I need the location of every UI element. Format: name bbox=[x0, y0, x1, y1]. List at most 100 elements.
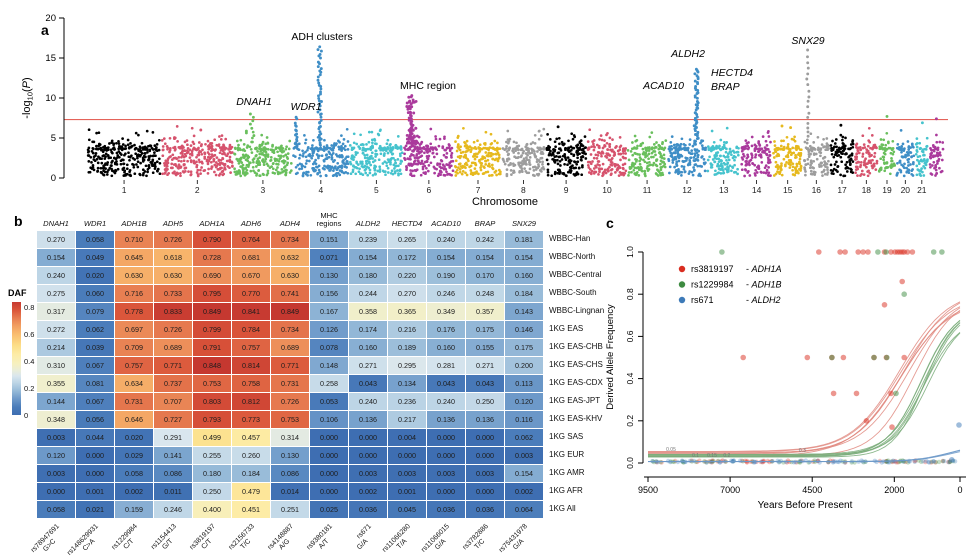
heatmap-cell: 0.160 bbox=[427, 339, 465, 356]
heatmap-cell: 0.120 bbox=[37, 447, 75, 464]
heatmap-cell: 0.003 bbox=[37, 429, 75, 446]
heatmap-cell: 0.355 bbox=[37, 375, 75, 392]
heatmap-cell: 0.814 bbox=[232, 357, 270, 374]
heatmap-cell: 0.634 bbox=[115, 375, 153, 392]
heatmap-cell: 0.004 bbox=[388, 429, 426, 446]
heatmap-cell: 0.043 bbox=[466, 375, 504, 392]
heatmap-cell: 0.271 bbox=[349, 357, 387, 374]
heatmap-cell: 0.136 bbox=[427, 411, 465, 428]
y-tick-label: 0.6 bbox=[625, 330, 635, 342]
heatmap-cell: 0.632 bbox=[271, 249, 309, 266]
heatmap-cell: 0.190 bbox=[427, 267, 465, 284]
heatmap-cell: 0.011 bbox=[154, 483, 192, 500]
heatmap-column-header: ADH6 bbox=[240, 218, 262, 228]
heatmap-cell: 0.079 bbox=[76, 303, 114, 320]
heatmap-cell: 0.053 bbox=[310, 393, 348, 410]
heatmap-cell: 0.689 bbox=[271, 339, 309, 356]
chromosome-tick-label: 12 bbox=[682, 185, 692, 195]
heatmap-cell: 0.116 bbox=[505, 411, 543, 428]
heatmap-cell: 0.630 bbox=[154, 267, 192, 284]
heatmap-cell: 0.003 bbox=[466, 465, 504, 482]
legend-dot-rs671 bbox=[678, 296, 686, 304]
heatmap-cell: 0.189 bbox=[388, 339, 426, 356]
heatmap-cell: 0.217 bbox=[388, 411, 426, 428]
heatmap-cell: 0.757 bbox=[115, 357, 153, 374]
locus-label: HECTD4 bbox=[711, 67, 753, 79]
locus-label: ACAD10 bbox=[642, 80, 684, 92]
heatmap-cell: 0.670 bbox=[232, 267, 270, 284]
heatmap-cell: 0.003 bbox=[427, 465, 465, 482]
heatmap-cell: 0.021 bbox=[76, 501, 114, 518]
y-tick-label: 0 bbox=[51, 173, 56, 184]
heatmap-cell: 0.058 bbox=[37, 501, 75, 518]
heatmap-cell: 0.731 bbox=[271, 375, 309, 392]
heatmap-cell: 0.716 bbox=[115, 285, 153, 302]
x-axis: 9500 7000 4500 2000 0 bbox=[638, 476, 966, 495]
locus-label: WDR1 bbox=[291, 101, 322, 113]
heatmap-row-label: 1KG EAS-CHB bbox=[549, 342, 603, 351]
panel-b-label: b bbox=[14, 213, 23, 229]
heatmap-column-header: SNX29 bbox=[511, 218, 537, 228]
locus-label: BRAP bbox=[711, 81, 740, 93]
heatmap-cell: 0.141 bbox=[154, 447, 192, 464]
heatmap-cell: 0.272 bbox=[37, 321, 75, 338]
heatmap-cell: 0.314 bbox=[271, 429, 309, 446]
heatmap-cell: 0.036 bbox=[466, 501, 504, 518]
legend-gene-label: - ALDH2 bbox=[746, 295, 781, 305]
heatmap-cell: 0.020 bbox=[115, 429, 153, 446]
heatmap-cell: 0.764 bbox=[232, 231, 270, 248]
heatmap-cell: 0.151 bbox=[310, 231, 348, 248]
heatmap-cell: 0.130 bbox=[310, 267, 348, 284]
heatmap-cell: 0.086 bbox=[271, 465, 309, 482]
heatmap-cell: 0.790 bbox=[193, 231, 231, 248]
heatmap-cell: 0.036 bbox=[427, 501, 465, 518]
heatmap-cell: 0.002 bbox=[115, 483, 153, 500]
heatmap-cell: 0.734 bbox=[271, 231, 309, 248]
y-tick-label: 1.0 bbox=[625, 246, 635, 258]
curve-level-label: 0.2 bbox=[723, 453, 730, 459]
heatmap-cell: 0.618 bbox=[154, 249, 192, 266]
heatmap-cell: 0.000 bbox=[76, 447, 114, 464]
y-axis: 0.0 0.2 0.4 0.6 0.8 1.0 bbox=[625, 246, 644, 469]
heatmap-cell: 0.242 bbox=[466, 231, 504, 248]
heatmap-cell: 0.733 bbox=[154, 285, 192, 302]
heatmap-cell: 0.134 bbox=[388, 375, 426, 392]
daf-legend-title: DAF bbox=[8, 288, 27, 298]
heatmap-cell: 0.216 bbox=[388, 321, 426, 338]
heatmap-cell: 0.174 bbox=[349, 321, 387, 338]
curve-level-label: 0.3 bbox=[799, 448, 806, 454]
chromosome-tick-label: 8 bbox=[521, 185, 526, 195]
heatmap-cell: 0.697 bbox=[115, 321, 153, 338]
heatmap-cell: 0.130 bbox=[271, 447, 309, 464]
heatmap-column-header: ADH1B bbox=[121, 218, 147, 228]
heatmap-cell: 0.067 bbox=[76, 393, 114, 410]
heatmap-column-header: DNAH1 bbox=[43, 218, 69, 228]
heatmap-cell: 0.727 bbox=[154, 411, 192, 428]
heatmap-cell: 0.000 bbox=[427, 447, 465, 464]
heatmap-column-header: WDR1 bbox=[83, 218, 107, 228]
heatmap-cell: 0.348 bbox=[37, 411, 75, 428]
heatmap-cell: 0.248 bbox=[466, 285, 504, 302]
heatmap-row-label: 1KG All bbox=[549, 504, 576, 513]
heatmap-cell: 0.753 bbox=[193, 375, 231, 392]
heatmap-cell: 0.058 bbox=[115, 465, 153, 482]
heatmap-column-header: ADH5 bbox=[162, 218, 184, 228]
daf-colorbar-tick: 0.4 bbox=[24, 357, 35, 367]
heatmap-cell: 0.126 bbox=[310, 321, 348, 338]
heatmap-cell: 0.793 bbox=[193, 411, 231, 428]
panel-c-label: c bbox=[606, 215, 614, 231]
heatmap-cell: 0.000 bbox=[466, 483, 504, 500]
heatmap-cell: 0.457 bbox=[232, 429, 270, 446]
heatmap-cell: 0.086 bbox=[154, 465, 192, 482]
curve-level-label: 0.1 bbox=[692, 453, 699, 459]
heatmap-column-header: HECTD4 bbox=[391, 218, 423, 228]
x-tick-label: 0 bbox=[957, 485, 962, 495]
heatmap-column-header: ALDH2 bbox=[355, 218, 381, 228]
heatmap-cell: 0.044 bbox=[76, 429, 114, 446]
heatmap-cell: 0.045 bbox=[388, 501, 426, 518]
heatmap-cell: 0.833 bbox=[154, 303, 192, 320]
heatmap-cell: 0.709 bbox=[115, 339, 153, 356]
y-tick-label: 0.8 bbox=[625, 288, 635, 300]
heatmap-cell: 0.000 bbox=[349, 429, 387, 446]
chromosome-tick-label: 16 bbox=[812, 185, 822, 195]
